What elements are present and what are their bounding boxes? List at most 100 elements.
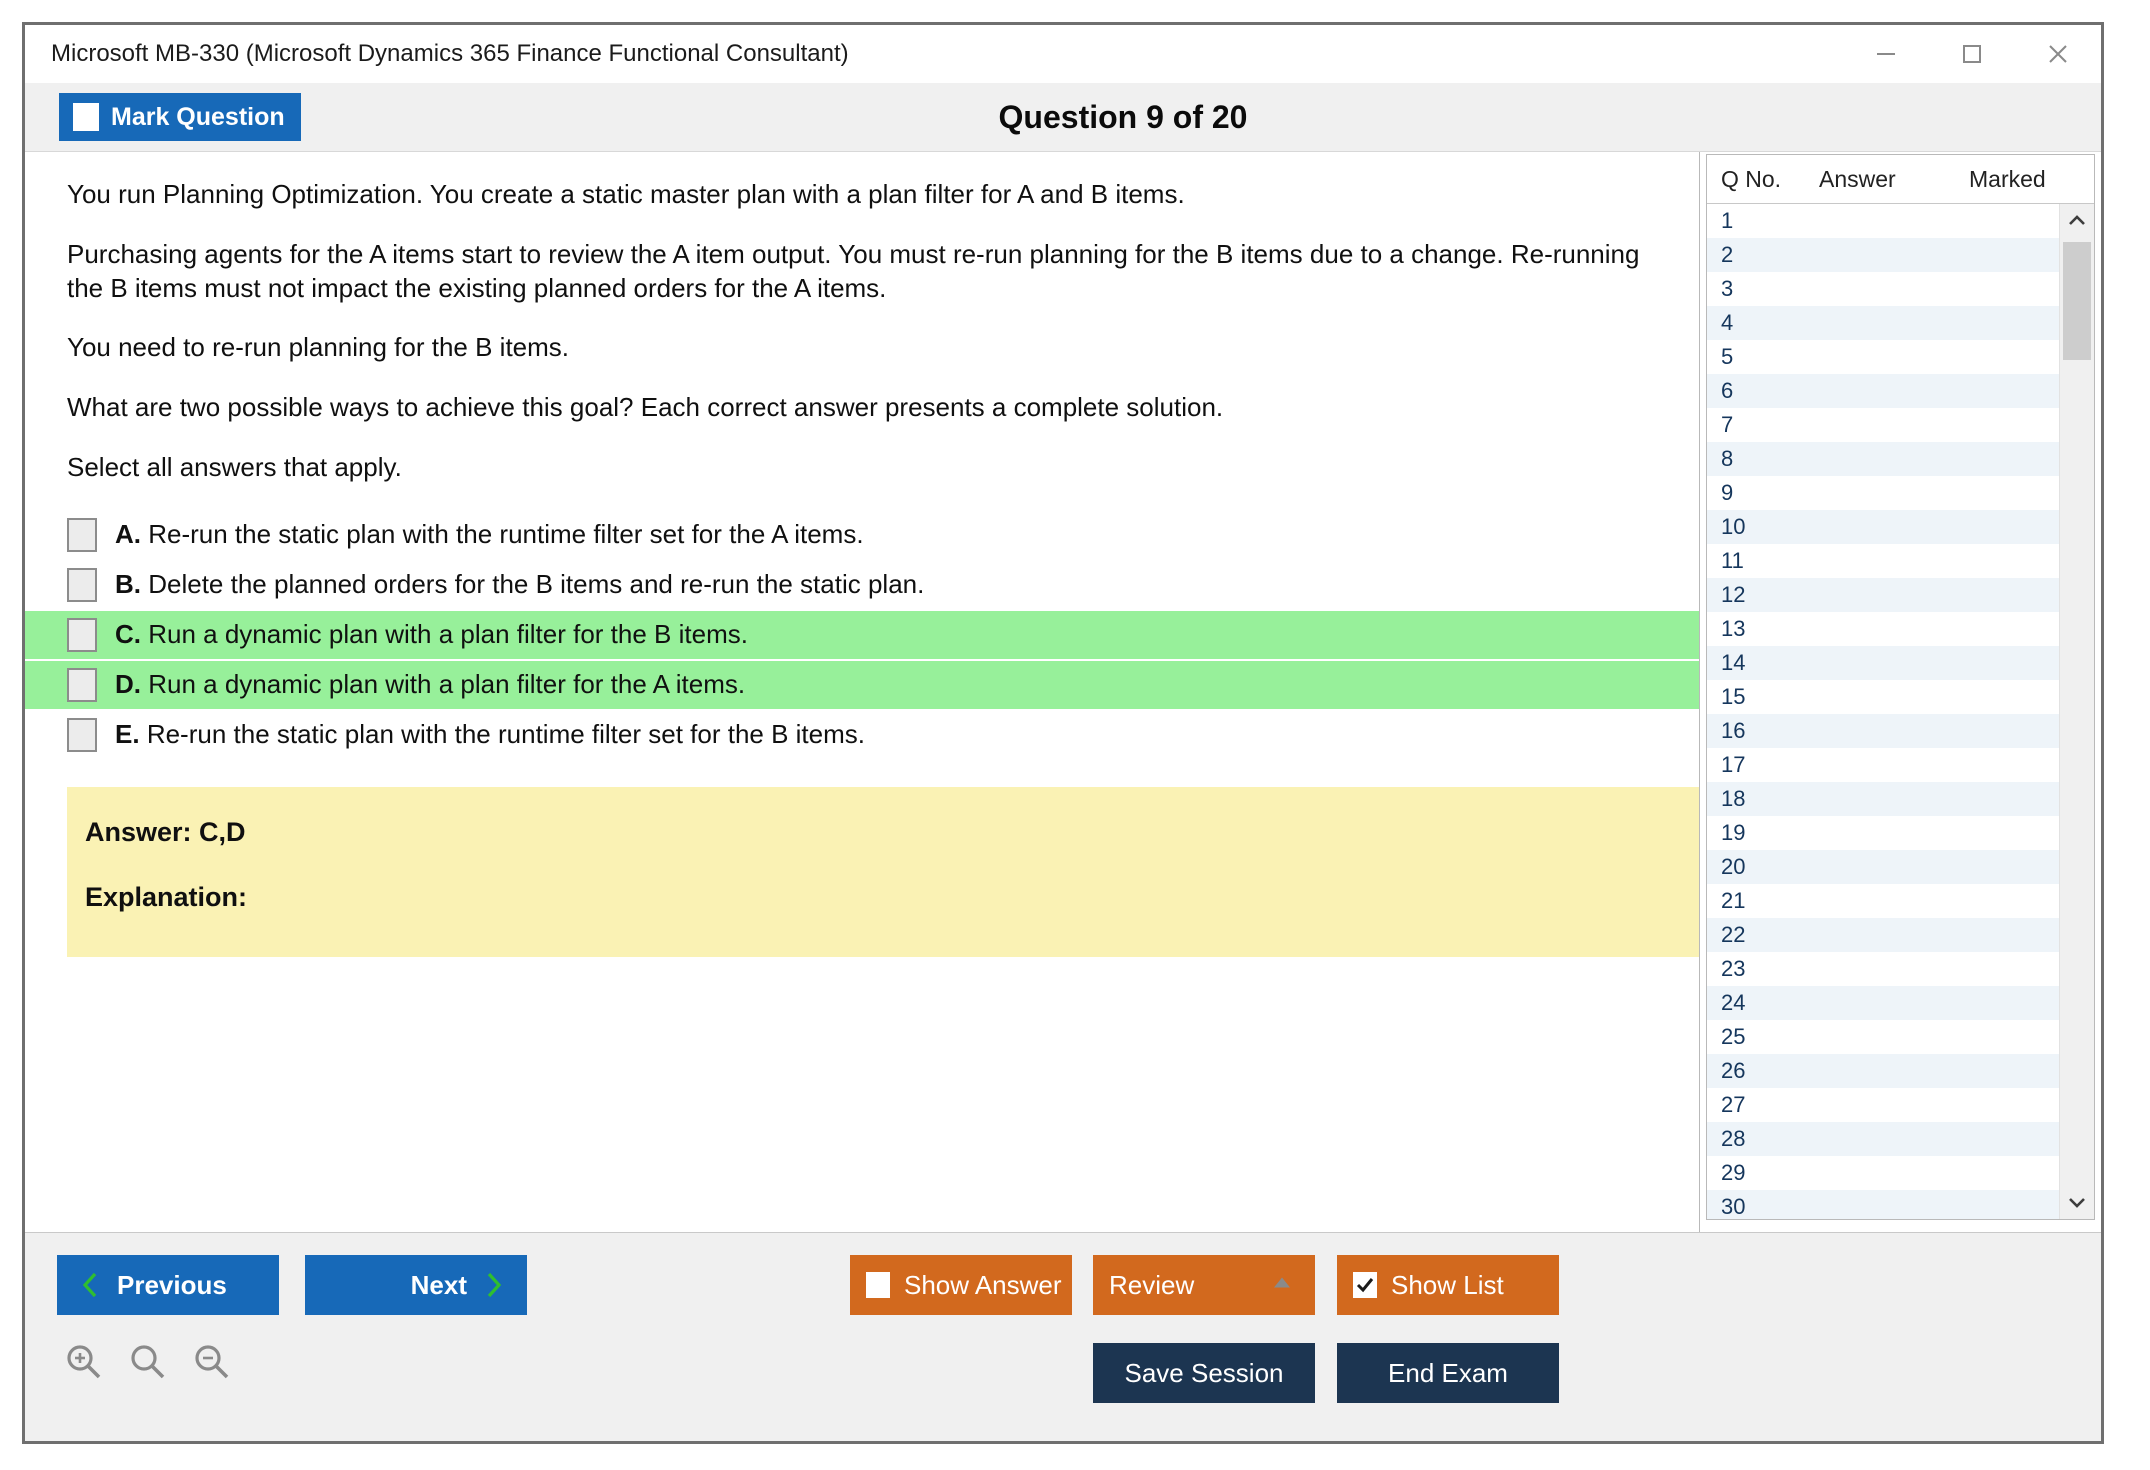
triangle-up-icon: [1271, 1275, 1293, 1296]
question-list-row[interactable]: 24: [1707, 986, 2059, 1020]
option-checkbox-a[interactable]: [67, 517, 97, 552]
exam-window: Microsoft MB-330 (Microsoft Dynamics 365…: [22, 22, 2104, 1444]
show-answer-checkbox[interactable]: [866, 1272, 890, 1298]
title-bar: Microsoft MB-330 (Microsoft Dynamics 365…: [25, 25, 2101, 83]
scroll-down-arrow-icon[interactable]: [2060, 1185, 2094, 1219]
option-checkbox-c[interactable]: [67, 617, 97, 652]
question-list-row-number: 13: [1721, 616, 1746, 641]
question-list-row-number: 8: [1721, 446, 1734, 471]
bottom-toolbar: Previous Next Show Answer Review Show Li…: [25, 1232, 2101, 1441]
question-list-row[interactable]: 18: [1707, 782, 2059, 816]
question-list-row[interactable]: 17: [1707, 748, 2059, 782]
next-button[interactable]: Next: [305, 1255, 527, 1315]
question-list-row[interactable]: 4: [1707, 306, 2059, 340]
question-list-row[interactable]: 26: [1707, 1054, 2059, 1088]
question-list-row[interactable]: 22: [1707, 918, 2059, 952]
question-list-row[interactable]: 7: [1707, 408, 2059, 442]
option-checkbox-b[interactable]: [67, 567, 97, 602]
question-list-row[interactable]: 23: [1707, 952, 2059, 986]
question-list-row[interactable]: 9: [1707, 476, 2059, 510]
question-list-row-number: 18: [1721, 786, 1746, 811]
window-title: Microsoft MB-330 (Microsoft Dynamics 365…: [51, 40, 849, 67]
answer-explanation-box: Answer: C,D Explanation:: [67, 786, 1699, 957]
end-exam-button[interactable]: End Exam: [1337, 1343, 1559, 1403]
mark-question-checkbox[interactable]: [73, 103, 99, 131]
question-list-row[interactable]: 14: [1707, 646, 2059, 680]
question-list-row[interactable]: 13: [1707, 612, 2059, 646]
zoom-controls: [63, 1341, 233, 1388]
question-list-row[interactable]: 19: [1707, 816, 2059, 850]
show-answer-button[interactable]: Show Answer: [850, 1255, 1072, 1315]
zoom-in-icon[interactable]: [63, 1341, 105, 1388]
question-list-row[interactable]: 29: [1707, 1156, 2059, 1190]
option-letter-b: B.: [115, 569, 141, 600]
question-list-row[interactable]: 25: [1707, 1020, 2059, 1054]
body-split: You run Planning Optimization. You creat…: [25, 152, 2101, 1232]
option-checkbox-e[interactable]: [67, 717, 97, 752]
option-row-a[interactable]: A. Re-run the static plan with the runti…: [25, 511, 1699, 559]
option-row-c[interactable]: C. Run a dynamic plan with a plan filter…: [25, 610, 1699, 659]
show-list-checkbox[interactable]: [1353, 1272, 1377, 1298]
mark-question-label: Mark Question: [111, 102, 285, 131]
question-list-row[interactable]: 6: [1707, 374, 2059, 408]
show-answer-label: Show Answer: [904, 1269, 1062, 1300]
question-list-row[interactable]: 27: [1707, 1088, 2059, 1122]
question-list-row[interactable]: 12: [1707, 578, 2059, 612]
mark-question-button[interactable]: Mark Question: [59, 93, 301, 141]
question-list-row-number: 4: [1721, 310, 1734, 335]
question-counter: Question 9 of 20: [998, 98, 1248, 135]
option-text-b: Delete the planned orders for the B item…: [148, 569, 925, 600]
question-list-row[interactable]: 30: [1707, 1190, 2059, 1219]
maximize-icon[interactable]: [1929, 25, 2015, 83]
save-session-button[interactable]: Save Session: [1093, 1343, 1315, 1403]
next-button-label: Next: [410, 1269, 467, 1300]
zoom-out-icon[interactable]: [191, 1341, 233, 1388]
question-list-row-number: 22: [1721, 922, 1746, 947]
review-dropdown-button[interactable]: Review: [1093, 1255, 1315, 1315]
question-list-row-number: 28: [1721, 1126, 1746, 1151]
previous-button[interactable]: Previous: [57, 1255, 279, 1315]
chevron-left-icon: [81, 1271, 99, 1299]
question-paragraph-3: You need to re-run planning for the B it…: [67, 332, 570, 363]
option-row-b[interactable]: B. Delete the planned orders for the B i…: [25, 561, 1699, 609]
explanation-line: Explanation:: [85, 881, 248, 912]
question-list-row[interactable]: 10: [1707, 510, 2059, 544]
question-list-row-number: 2: [1721, 242, 1734, 267]
question-list-row-number: 16: [1721, 718, 1746, 743]
question-list-row-number: 23: [1721, 956, 1746, 981]
question-list-row[interactable]: 5: [1707, 340, 2059, 374]
question-list-row[interactable]: 11: [1707, 544, 2059, 578]
scroll-up-arrow-icon[interactable]: [2060, 204, 2094, 238]
previous-button-label: Previous: [117, 1269, 227, 1300]
question-list-row[interactable]: 1: [1707, 204, 2059, 238]
close-icon[interactable]: [2015, 25, 2101, 83]
zoom-reset-icon[interactable]: [127, 1341, 169, 1388]
question-list-row[interactable]: 20: [1707, 850, 2059, 884]
question-list-row-number: 1: [1721, 208, 1734, 233]
question-list-row[interactable]: 21: [1707, 884, 2059, 918]
question-list-row[interactable]: 8: [1707, 442, 2059, 476]
option-row-d[interactable]: D. Run a dynamic plan with a plan filter…: [25, 660, 1699, 709]
column-header-marked: Marked: [1969, 165, 2046, 192]
question-list-row-number: 21: [1721, 888, 1746, 913]
question-list-row-number: 17: [1721, 752, 1746, 777]
question-pane: You run Planning Optimization. You creat…: [25, 152, 1699, 1232]
scrollbar-thumb[interactable]: [2063, 242, 2091, 360]
end-exam-label: End Exam: [1388, 1357, 1508, 1388]
question-list-row[interactable]: 28: [1707, 1122, 2059, 1156]
question-list-rows: 1 2 3 4 5 6 7 8 9 10 11 12 13 14 15 16 17 18 19 20 21 22 23 24 2…: [1707, 204, 2059, 1219]
option-row-e[interactable]: E. Re-run the static plan with the runti…: [25, 711, 1699, 759]
question-list-scrollbar[interactable]: [2059, 204, 2094, 1219]
question-list-row-number: 29: [1721, 1160, 1746, 1185]
question-list-row[interactable]: 3: [1707, 272, 2059, 306]
question-list-row[interactable]: 15: [1707, 680, 2059, 714]
option-checkbox-d[interactable]: [67, 667, 97, 702]
question-list-row[interactable]: 2: [1707, 238, 2059, 272]
question-paragraph-1: You run Planning Optimization. You creat…: [67, 179, 1185, 209]
option-letter-e: E.: [115, 719, 140, 750]
option-letter-d: D.: [115, 669, 141, 700]
question-list-row-number: 15: [1721, 684, 1746, 709]
question-list-row[interactable]: 16: [1707, 714, 2059, 748]
minimize-icon[interactable]: [1843, 25, 1929, 83]
show-list-button[interactable]: Show List: [1337, 1255, 1559, 1315]
